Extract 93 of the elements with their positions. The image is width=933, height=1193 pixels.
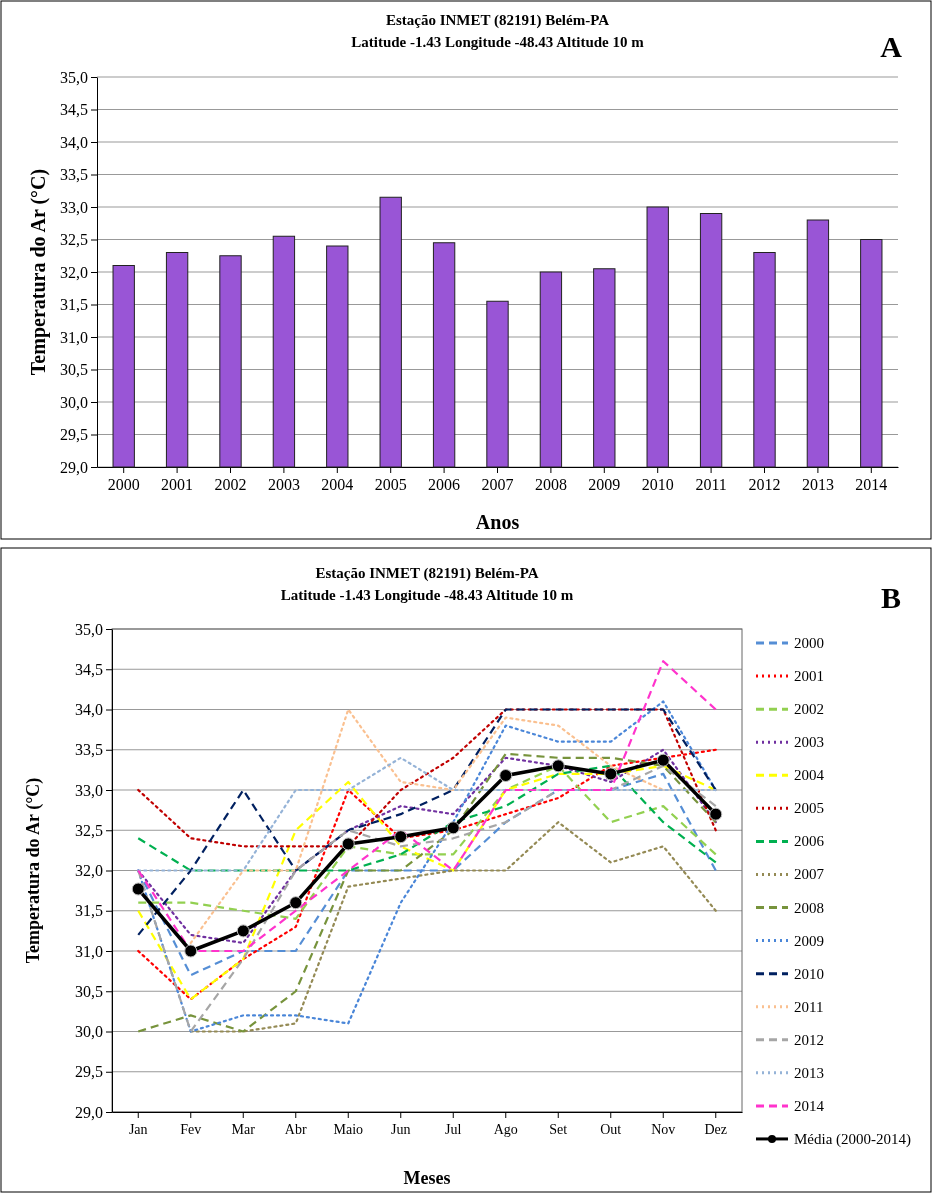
legend-label: 2008 (794, 899, 824, 916)
x-tick-label: Nov (651, 1121, 676, 1137)
chart-title: Estação INMET (82191) Belém-PA (385, 12, 610, 29)
y-tick-label: 34,5 (75, 660, 103, 678)
point (236, 924, 250, 938)
y-axis-title: Temperatura do Ar (°C) (23, 777, 44, 964)
point (394, 830, 408, 844)
x-tick-label: 2014 (855, 476, 888, 494)
legend-label: 2003 (794, 734, 824, 751)
y-tick-label: 32,0 (75, 862, 103, 880)
y-axis-title: Temperatura do Ar (°C) (27, 168, 50, 376)
point (604, 767, 618, 781)
x-tick-label: 2004 (321, 476, 354, 494)
y-tick-label: 30,5 (60, 361, 88, 379)
x-tick-label: 2006 (428, 476, 461, 494)
y-tick-label: 31,0 (60, 328, 88, 346)
legend-label: 2004 (794, 767, 825, 784)
y-tick-label: 32,5 (60, 231, 88, 249)
x-tick-label: 2000 (107, 476, 140, 494)
x-tick-label: Fev (180, 1121, 202, 1137)
x-axis-title: Meses (403, 1168, 451, 1188)
y-tick-label: 29,0 (75, 1103, 103, 1121)
legend-label: 2011 (794, 998, 824, 1015)
x-tick-label: Out (600, 1121, 622, 1137)
y-tick-label: 34,0 (60, 133, 88, 151)
point (446, 821, 460, 835)
legend-label: 2002 (794, 701, 824, 718)
text: A (880, 30, 903, 63)
legend-label: 2006 (794, 833, 825, 850)
x-tick-label: Ago (493, 1121, 518, 1137)
y-tick-label: 35,0 (60, 68, 88, 86)
x-tick-label: Abr (284, 1121, 307, 1137)
y-tick-label: 34,0 (75, 701, 103, 719)
y-tick-label: 32,0 (60, 263, 88, 281)
x-tick-label: Mar (231, 1121, 256, 1137)
y-tick-label: 33,0 (75, 781, 103, 799)
x-tick-label: 2007 (481, 476, 514, 494)
x-tick-label: 2001 (161, 476, 194, 494)
line-series (137, 700, 717, 1033)
chart-title: Estação INMET (82191) Belém-PA (315, 565, 539, 582)
legend-label: 2007 (794, 866, 825, 883)
point (551, 759, 565, 773)
x-tick-label: 2003 (267, 476, 300, 494)
line-series (189, 821, 717, 1033)
y-tick-label: 35,0 (75, 620, 103, 638)
y-tick-label: 33,5 (60, 166, 88, 184)
point (499, 769, 513, 783)
x-tick-label: 2008 (534, 476, 567, 494)
x-tick-label: 2002 (214, 476, 247, 494)
y-tick-label: 31,5 (60, 296, 88, 314)
x-tick-label: 2011 (695, 476, 727, 494)
point (289, 896, 303, 910)
y-tick-label: 31,5 (75, 902, 103, 920)
legend-label: 2012 (794, 1031, 824, 1048)
text: B (880, 581, 902, 614)
y-tick-label: 32,5 (75, 821, 103, 839)
point (341, 837, 355, 851)
x-tick-label: Dez (704, 1121, 728, 1137)
y-tick-label: 29,0 (60, 458, 88, 476)
y-tick-label: 33,0 (60, 198, 88, 216)
point (184, 944, 198, 958)
y-tick-label: 30,5 (75, 982, 103, 1000)
y-tick-label: 30,0 (60, 393, 88, 411)
x-tick-label: 2005 (374, 476, 407, 494)
chart-subtitle: Latitude -1.43 Longitude -48.43 Altitude 10 m (351, 34, 645, 50)
legend-label: 2010 (794, 965, 824, 982)
y-tick-label: 30,0 (75, 1023, 103, 1041)
point (709, 807, 723, 821)
x-tick-label: Jun (391, 1121, 411, 1137)
chart-subtitle: Latitude -1.43 Longitude -48.43 Altitude 10 m (280, 587, 574, 603)
legend-label: 2013 (794, 1064, 824, 1081)
x-tick-label: Maio (333, 1121, 364, 1137)
x-tick-label: 2010 (641, 476, 674, 494)
point (656, 753, 670, 767)
legend-label: 2000 (794, 635, 824, 651)
y-tick-label: 31,0 (75, 942, 103, 960)
y-tick-label: 29,5 (60, 426, 88, 444)
legend-label: 2014 (794, 1097, 825, 1114)
legend-label: 2009 (794, 932, 824, 949)
legend-label: 2005 (794, 800, 824, 817)
x-tick-label: 2013 (801, 476, 834, 494)
point (131, 882, 145, 896)
y-tick-label: 29,5 (75, 1063, 103, 1081)
legend-label: 2001 (794, 668, 824, 685)
x-axis-title: Anos (475, 511, 520, 533)
x-tick-label: Set (549, 1121, 568, 1137)
x-tick-label: 2012 (748, 476, 781, 494)
x-tick-label: Jul (445, 1121, 462, 1137)
y-tick-label: 34,5 (60, 101, 88, 119)
legend-label: Média (2000-2014) (794, 1130, 912, 1148)
y-tick-label: 33,5 (75, 741, 103, 759)
x-tick-label: 2009 (588, 476, 621, 494)
x-tick-label: Jan (128, 1121, 148, 1137)
